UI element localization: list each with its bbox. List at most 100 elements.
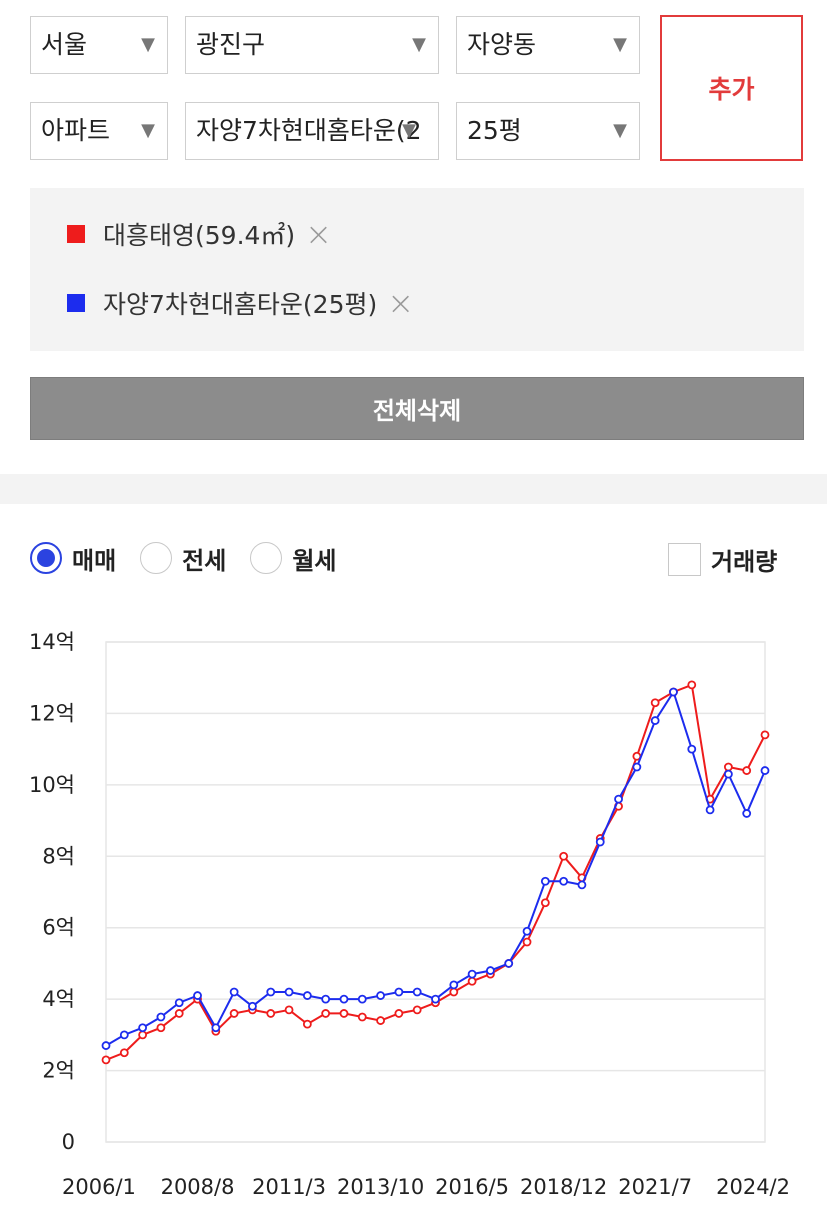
region-select[interactable]: 서울 ▼ [30,16,168,74]
data-point [522,937,532,947]
x-tick-label: 2013/10 [337,1175,424,1199]
data-point [321,994,331,1004]
district-select[interactable]: 광진구 ▼ [185,16,439,74]
dong-value: 자양동 [467,30,537,59]
data-point [467,969,477,979]
x-tick-label: 2024/2 [716,1175,790,1199]
plot-frame [105,641,766,1143]
data-point [266,1009,276,1018]
size-select[interactable]: 25평 ▼ [456,102,640,160]
data-point [357,1012,367,1022]
data-point [723,769,733,779]
data-point [650,716,660,725]
legend-label: 자양7차현대홈타운(25평) [103,290,378,319]
section-divider [0,474,827,504]
data-point [449,980,459,990]
data-point [357,994,367,1004]
chevron-down-icon: ▼ [141,34,155,55]
data-point [412,987,422,997]
region-value: 서울 [41,30,88,59]
radio-sale-label[interactable]: 매매 [72,546,117,575]
data-point [577,880,587,890]
x-tick-label: 2011/3 [252,1175,326,1199]
data-point [449,987,459,997]
data-point [595,837,605,847]
data-point [394,987,404,997]
radio-monthly[interactable] [250,542,283,574]
data-point [248,1001,257,1011]
radio-sale[interactable] [30,542,62,574]
data-point [760,766,770,775]
complex-select[interactable]: 자양7차현대홈타운(2 ▼ [185,102,439,160]
y-tick-label: 2억 [42,1059,75,1083]
type-select[interactable]: 아파트 ▼ [30,102,168,160]
x-tick-label: 2008/8 [161,1175,235,1199]
chevron-down-icon: ▼ [402,120,416,141]
y-tick-label: 12억 [29,701,75,725]
legend-item: 자양7차현대홈타운(25평) × [67,285,414,321]
data-point [119,1030,129,1040]
volume-toggle[interactable]: 거래량 [668,542,777,577]
close-icon[interactable]: × [305,215,332,253]
data-point [211,1023,221,1033]
data-point [632,762,642,772]
radio-monthly-label[interactable]: 월세 [292,546,337,575]
y-tick-label: 8억 [42,844,75,868]
x-tick-label: 2016/5 [435,1175,509,1199]
y-tick-label: 14억 [29,630,75,654]
data-point [101,1041,111,1050]
data-point [193,991,202,1000]
data-point [486,966,495,975]
y-tick-label: 6억 [42,916,75,940]
chevron-down-icon: ▼ [412,34,426,55]
data-point [174,1009,184,1018]
series-line [105,689,766,1047]
data-point [138,1030,148,1040]
y-tick-label: 0 [62,1130,75,1154]
data-point [540,876,550,886]
x-tick-label: 2018/12 [520,1175,607,1199]
data-point [760,730,770,740]
size-value: 25평 [467,116,522,145]
data-point [302,991,312,1000]
data-point [742,809,752,818]
close-icon[interactable]: × [387,284,415,322]
type-value: 아파트 [41,116,111,145]
data-point [742,766,752,775]
data-point [266,987,276,997]
complex-value: 자양7차현대홈타운(2 [196,116,422,145]
data-point [101,1055,111,1065]
data-point [339,1009,349,1018]
data-point [376,991,385,1000]
data-point [229,987,239,997]
data-point [321,1009,331,1018]
data-point [138,1023,148,1033]
data-point [504,959,514,968]
data-point [376,1016,385,1025]
data-point [705,805,715,815]
district-value: 광진구 [196,30,266,59]
data-point [614,794,623,804]
data-point [650,698,660,708]
data-point [540,898,550,908]
data-point [156,1023,166,1033]
data-point [174,998,184,1008]
data-point [284,1005,294,1015]
data-point [284,987,294,997]
data-point [522,926,532,936]
data-point [467,976,477,986]
data-point [669,687,678,697]
data-point [723,762,733,772]
deal-type-tabs: 매매 전세 월세 [30,538,361,578]
data-point [119,1048,129,1058]
x-tick-label: 2006/1 [62,1175,136,1199]
y-tick-label: 10억 [29,773,75,797]
data-point [156,1012,166,1022]
clear-all-button[interactable]: 전체삭제 [30,377,804,440]
volume-checkbox[interactable] [668,543,701,576]
radio-jeonse-label[interactable]: 전세 [182,546,227,575]
dong-select[interactable]: 자양동 ▼ [456,16,640,74]
data-point [339,994,349,1004]
add-button[interactable]: 추가 [660,15,803,161]
radio-jeonse[interactable] [140,542,173,574]
